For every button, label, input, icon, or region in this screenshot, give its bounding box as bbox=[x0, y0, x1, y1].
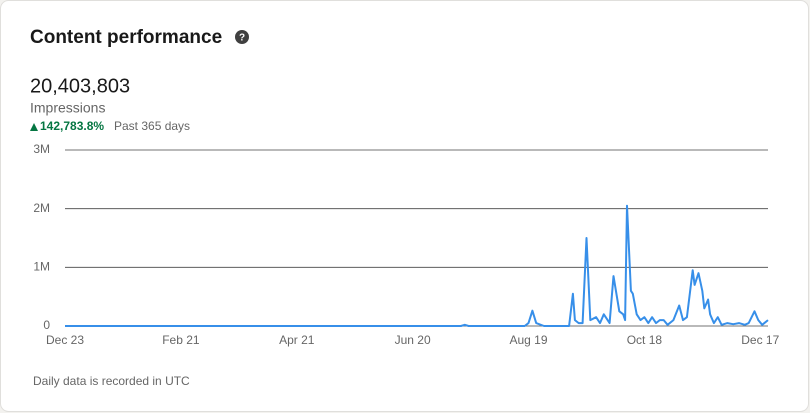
card-title: Content performance bbox=[30, 27, 222, 48]
y-tick-label: 2M bbox=[33, 201, 50, 215]
x-tick-label: Aug 19 bbox=[509, 333, 547, 347]
line bbox=[65, 204, 769, 327]
footer-note: Daily data is recorded in UTC bbox=[33, 374, 190, 388]
x-tick-label: Feb 21 bbox=[162, 333, 200, 347]
y-tick-label: 0 bbox=[43, 318, 50, 332]
period: Past 365 days bbox=[114, 119, 190, 133]
y-tick-label: 1M bbox=[33, 260, 50, 274]
x-tick-label: Apr 21 bbox=[279, 333, 315, 347]
up-arrow bbox=[30, 123, 38, 131]
x-tick-label: Jun 20 bbox=[395, 333, 431, 347]
metric-label: Impressions bbox=[30, 100, 105, 116]
total-value: 20,403,803 bbox=[30, 75, 130, 97]
help-icon[interactable]: ? bbox=[235, 30, 249, 44]
change-value: 142,783.8% bbox=[40, 119, 104, 133]
svg-text:?: ? bbox=[239, 33, 245, 44]
x-tick-label: Oct 18 bbox=[627, 333, 663, 347]
y-tick-label: 3M bbox=[33, 142, 50, 156]
x-tick-label: Dec 17 bbox=[741, 333, 779, 347]
x-tick-label: Dec 23 bbox=[46, 333, 84, 347]
